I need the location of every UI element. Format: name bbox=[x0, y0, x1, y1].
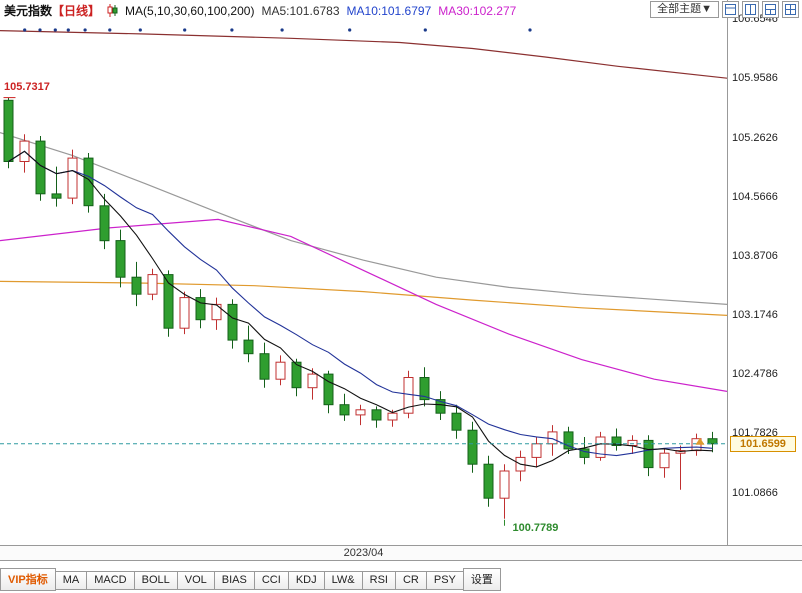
low-annotation: 100.7789 bbox=[512, 521, 559, 534]
ma30-value-label: MA30:102.277 bbox=[438, 3, 517, 18]
layout-dual-pane-icon[interactable] bbox=[742, 1, 759, 18]
ma10-value-label: MA10:101.6797 bbox=[346, 3, 432, 18]
layout-single-pane-icon[interactable] bbox=[722, 1, 739, 18]
toolbar-tab-设置[interactable]: 设置 bbox=[462, 568, 501, 591]
layout-quad-pane-icon[interactable] bbox=[782, 1, 799, 18]
toolbar-tab-rsi[interactable]: RSI bbox=[361, 571, 396, 590]
period-label: 【日线】 bbox=[52, 4, 101, 18]
y-axis-label: 102.4786 bbox=[732, 368, 778, 381]
ma5-value-label: MA5:101.6783 bbox=[261, 3, 340, 18]
toolbar-tab-vip[interactable]: VIP指标 bbox=[0, 568, 56, 591]
price-arrow-icon bbox=[695, 437, 705, 445]
toolbar-tab-vol[interactable]: VOL bbox=[176, 571, 215, 590]
theme-dropdown-button[interactable]: 全部主题▼ bbox=[650, 1, 719, 18]
y-axis-label: 105.2626 bbox=[732, 131, 778, 144]
layout-tri-pane-icon[interactable] bbox=[762, 1, 779, 18]
y-axis-label: 103.1746 bbox=[732, 309, 778, 322]
indicator-toolbar: VIP指标 MA MACD BOLL VOL BIAS CCI KDJ LW& RSI CR PSY 设… bbox=[0, 568, 802, 591]
candlestick-plot[interactable] bbox=[0, 0, 727, 545]
toolbar-tab-cci[interactable]: CCI bbox=[253, 571, 289, 590]
current-price-badge: 101.6599 bbox=[730, 435, 796, 452]
x-axis-date-label: 2023/04 bbox=[343, 547, 384, 559]
ma-group-label: MA(5,10,30,60,100,200) bbox=[125, 3, 255, 18]
toolbar-tab-psy[interactable]: PSY bbox=[425, 571, 464, 590]
x-axis: 2023/04 bbox=[0, 545, 802, 561]
y-axis-label: 105.9586 bbox=[732, 72, 778, 85]
chart-header: 美元指数 【日线】 MA(5,10,30,60,100,200) MA5:101… bbox=[4, 2, 516, 19]
toolbar-tab-cr[interactable]: CR bbox=[394, 571, 427, 590]
toolbar-tab-kdj[interactable]: KDJ bbox=[287, 571, 325, 590]
y-axis: 101.6599 106.6546 105.9586 105.2626 104.566… bbox=[727, 0, 802, 545]
toolbar-tab-macd[interactable]: MACD bbox=[86, 571, 135, 590]
toolbar-tab-ma[interactable]: MA bbox=[54, 571, 88, 590]
toolbar-tab-boll[interactable]: BOLL bbox=[133, 571, 178, 590]
instrument-title: 美元指数 bbox=[4, 4, 53, 18]
toolbar-tab-bias[interactable]: BIAS bbox=[213, 571, 255, 590]
toolbar-tab-lw&[interactable]: LW& bbox=[323, 571, 363, 590]
y-axis-label: 103.8706 bbox=[732, 249, 778, 262]
high-annotation: 105.7317 bbox=[4, 80, 50, 93]
y-axis-label: 101.0866 bbox=[732, 486, 778, 499]
mini-candle-icon bbox=[107, 4, 118, 17]
y-axis-label: 104.5666 bbox=[732, 190, 778, 203]
topbar-controls: 全部主题▼ bbox=[650, 1, 799, 18]
